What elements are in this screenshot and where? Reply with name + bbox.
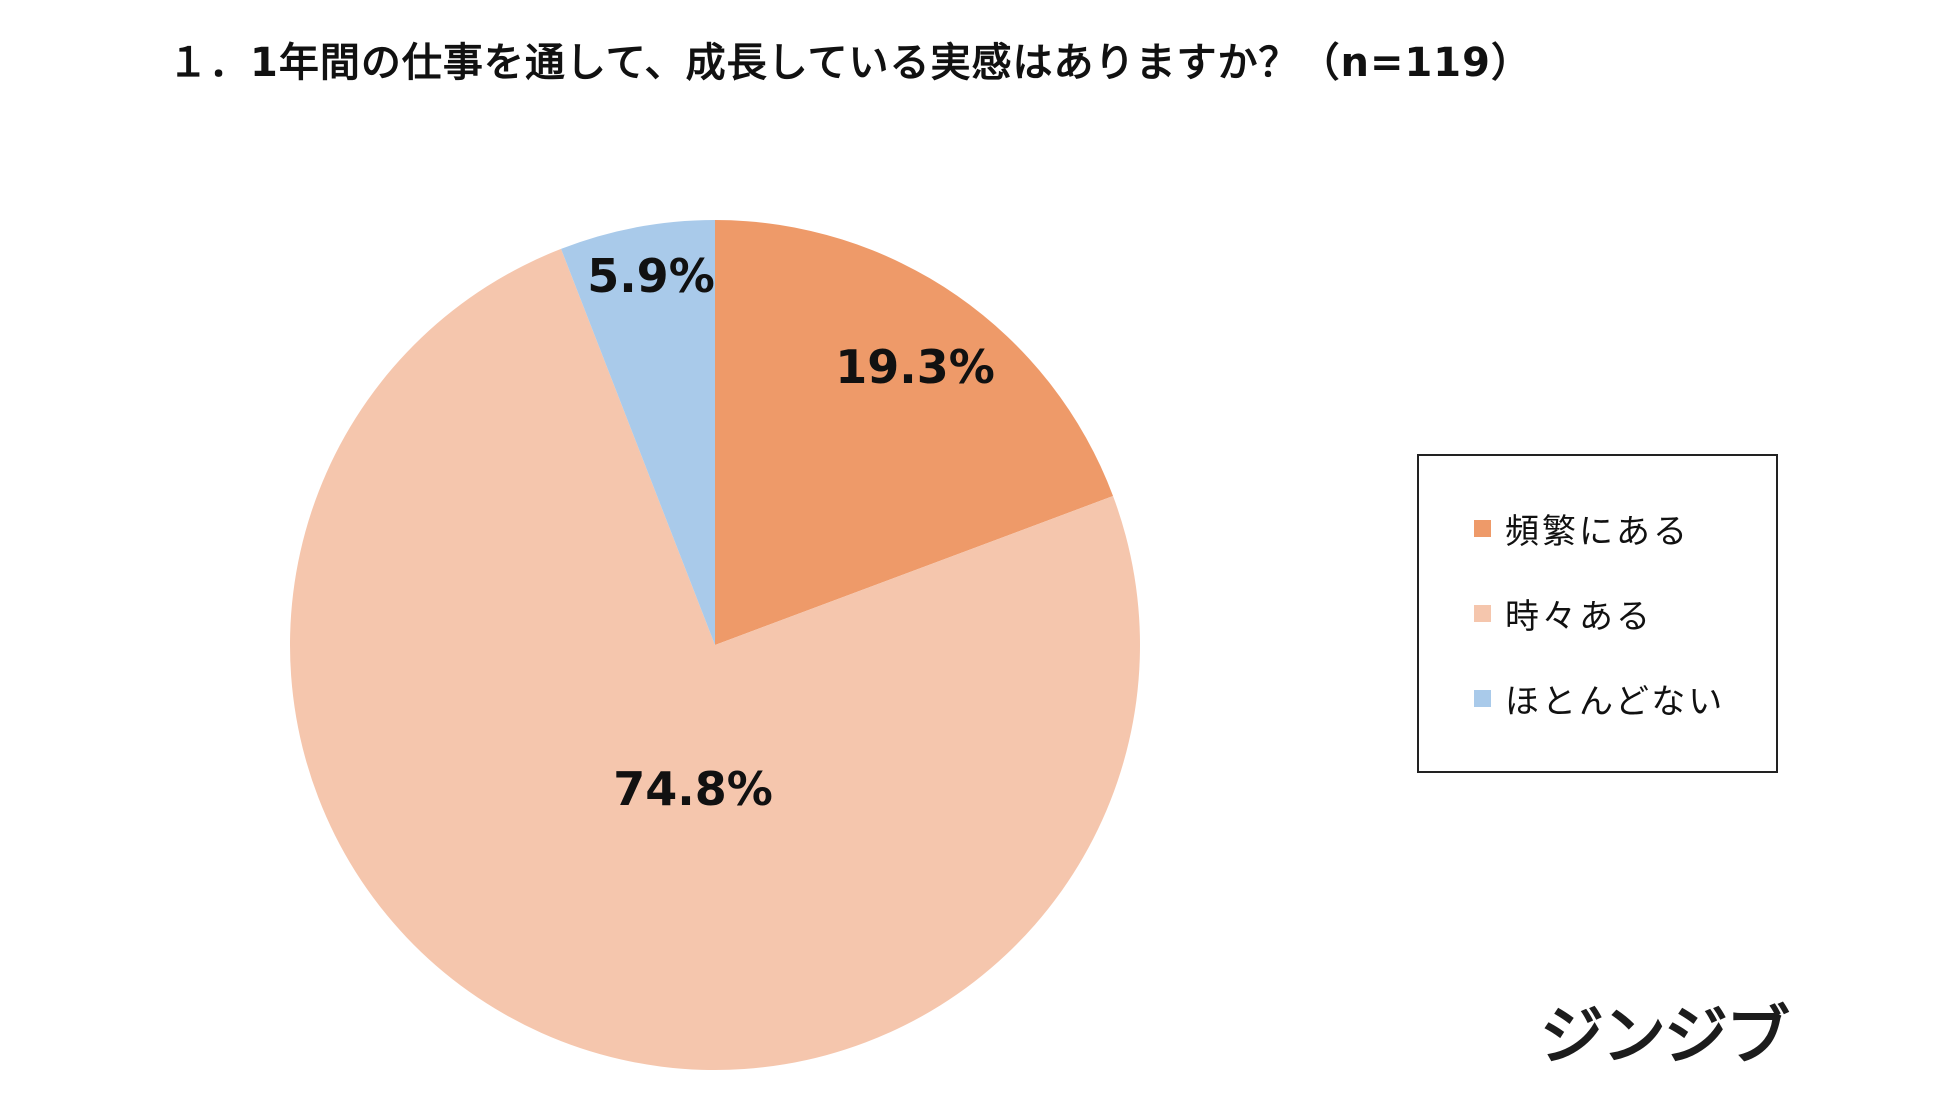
data-label-rarely: 5.9%	[587, 249, 715, 303]
pie-slice-rarely	[561, 220, 715, 645]
pie-slice-sometimes	[289, 248, 1141, 1071]
legend-item-frequent: 頻繁にある	[1474, 508, 1690, 552]
brand-logo: ジンジブ	[1540, 1000, 1790, 1074]
data-label-frequent: 19.3%	[835, 340, 995, 394]
legend-swatch-sometimes	[1474, 604, 1491, 622]
legend-label-frequent: 頻繁にある	[1505, 511, 1690, 552]
legend-item-sometimes: 時々ある	[1474, 593, 1653, 637]
legend: 頻繁にある 時々ある ほとんどない	[1417, 454, 1778, 773]
chart-title: １．1年間の仕事を通して、成長している実感はありますか？（n=119）	[168, 40, 1532, 86]
legend-item-rarely: ほとんどない	[1474, 678, 1725, 722]
legend-swatch-frequent	[1474, 519, 1491, 537]
data-label-sometimes: 74.8%	[613, 762, 773, 816]
legend-label-sometimes: 時々ある	[1505, 596, 1653, 637]
legend-swatch-rarely	[1474, 689, 1491, 707]
pie-slice-frequent	[715, 220, 1114, 645]
legend-label-rarely: ほとんどない	[1505, 681, 1726, 722]
